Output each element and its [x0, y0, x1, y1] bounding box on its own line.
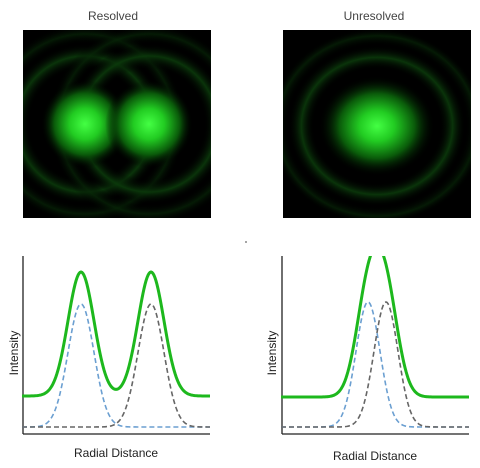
intensity-plot-resolved [22, 256, 211, 435]
x-axis-label: Radial Distance [74, 446, 159, 460]
x-axis-label: Radial Distance [333, 449, 418, 463]
y-axis-label: Intensity [7, 330, 21, 376]
airy-pattern-resolved [23, 30, 211, 218]
sum-curve [281, 256, 469, 399]
sum-curve [22, 270, 211, 398]
y-axis-label: Intensity [265, 330, 279, 376]
stray-dot [245, 241, 247, 243]
core-left [41, 80, 129, 168]
component-b-curve [22, 303, 211, 428]
intensity-plot-unresolved [281, 256, 469, 435]
component-b-curve [281, 301, 469, 428]
airy-pattern-unresolved [283, 30, 471, 218]
core-merged [319, 76, 435, 176]
core-right [105, 80, 193, 168]
component-a-curve [22, 303, 210, 428]
panel-title-unresolved: Unresolved [343, 9, 405, 23]
panel-title-resolved: Resolved [87, 9, 139, 23]
component-a-curve [281, 301, 469, 428]
